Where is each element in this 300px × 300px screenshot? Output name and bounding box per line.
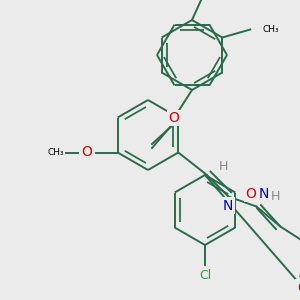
Text: Cl: Cl bbox=[199, 269, 211, 282]
Text: O: O bbox=[81, 146, 92, 160]
Text: N: N bbox=[258, 187, 269, 200]
Text: O: O bbox=[297, 280, 300, 295]
Text: CH₃: CH₃ bbox=[262, 25, 279, 34]
Text: H: H bbox=[218, 160, 228, 173]
Text: CH₃: CH₃ bbox=[214, 0, 231, 2]
Text: CH₃: CH₃ bbox=[47, 148, 64, 157]
Text: H: H bbox=[270, 190, 280, 202]
Text: N: N bbox=[223, 199, 233, 212]
Text: O: O bbox=[245, 187, 256, 200]
Text: O: O bbox=[169, 111, 179, 125]
